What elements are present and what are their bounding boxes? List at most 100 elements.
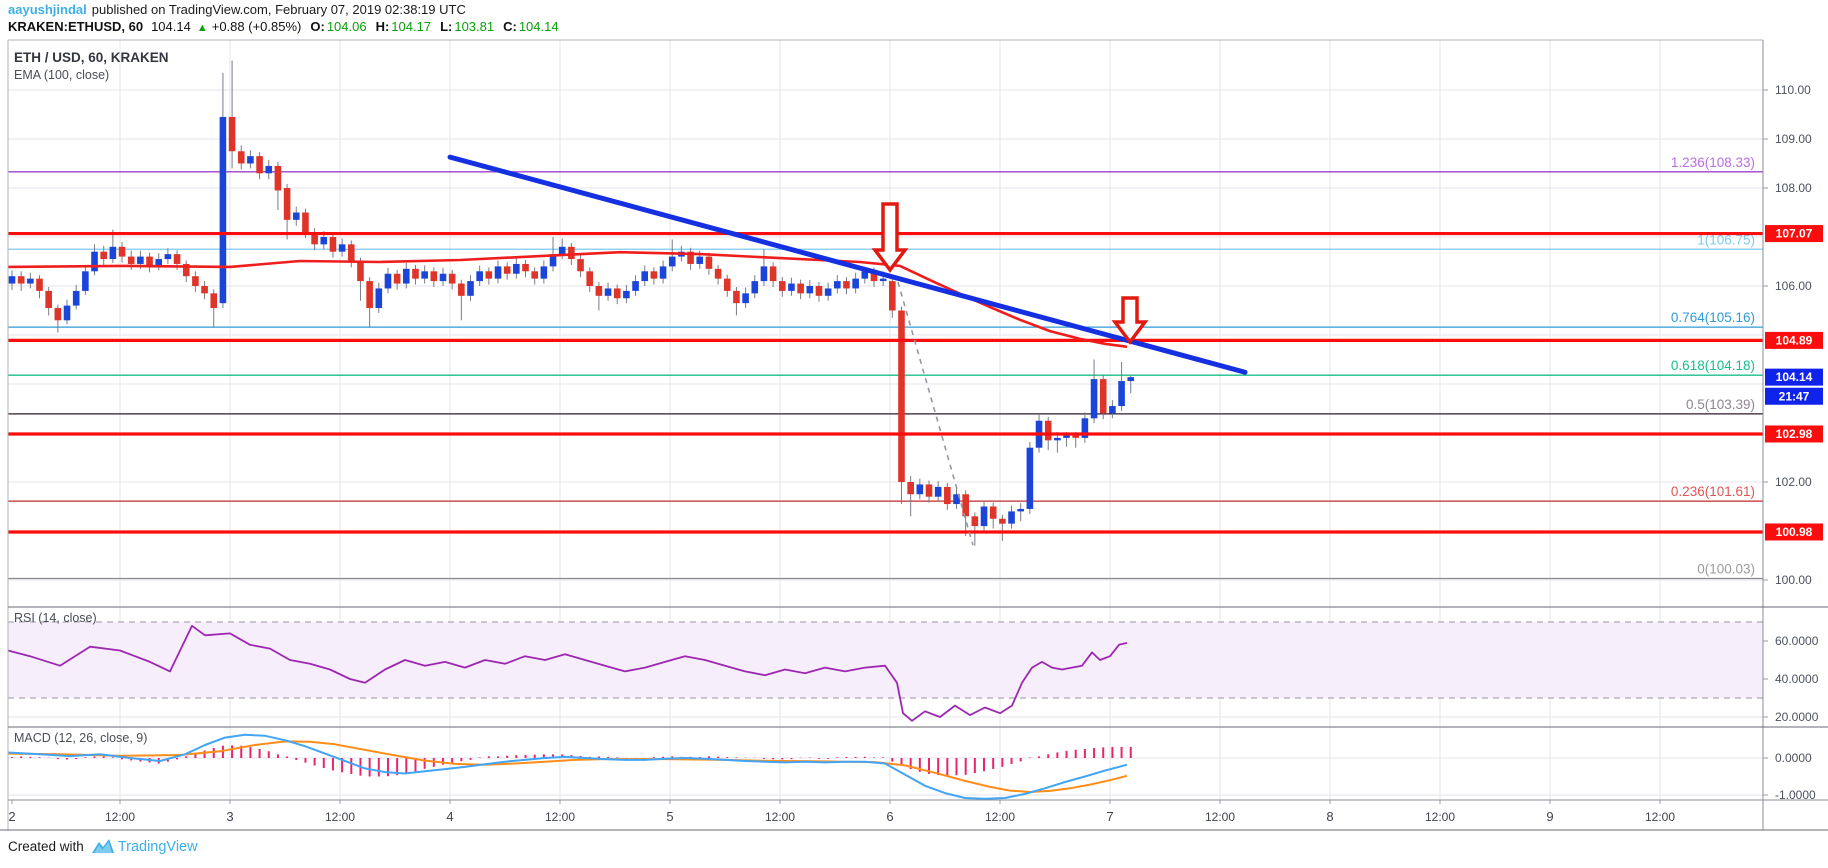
candle	[311, 228, 318, 251]
candle	[962, 490, 969, 536]
candle	[393, 269, 401, 290]
macd-tick-label: -1.0000	[1775, 788, 1816, 802]
tradingview-logo-icon[interactable]	[91, 838, 115, 855]
candle-body-up	[292, 212, 300, 220]
candle	[760, 249, 768, 286]
macd-legend: MACD (12, 26, close, 9)	[14, 731, 147, 745]
candle-body-down	[173, 254, 181, 264]
candle-body-up	[72, 290, 80, 306]
candle	[1090, 359, 1098, 424]
created-with-text: Created with	[8, 839, 84, 854]
candle	[834, 275, 841, 294]
candle	[944, 482, 951, 510]
candle	[8, 270, 16, 290]
candle-body-up	[641, 271, 649, 282]
candle	[531, 267, 538, 285]
bar-countdown-badge	[1765, 387, 1823, 405]
candle	[283, 184, 291, 240]
candle-body-up	[852, 278, 859, 289]
candle-body-down	[448, 273, 456, 284]
open-label: O:	[310, 19, 325, 34]
candle-body-up	[1118, 381, 1125, 407]
candle-body-down	[944, 486, 951, 505]
candle	[916, 478, 924, 500]
tradingview-brand-link[interactable]: TradingView	[117, 838, 198, 855]
high-value: 104.17	[391, 19, 432, 34]
candle-body-down	[430, 271, 438, 282]
candle	[540, 260, 548, 284]
candle-body-up	[247, 156, 254, 164]
candle	[971, 512, 979, 546]
candle	[357, 257, 364, 301]
candle-body-down	[1099, 379, 1107, 414]
candle	[63, 299, 71, 325]
down-arrow-annotation	[871, 202, 909, 273]
candle	[1017, 503, 1024, 522]
candle	[182, 260, 190, 283]
symbol-label[interactable]: KRAKEN:ETHUSD, 60	[8, 19, 144, 34]
ema-legend: EMA (100, close)	[14, 68, 109, 82]
candle	[256, 152, 263, 180]
candle-body-up	[1017, 508, 1024, 512]
candle	[237, 145, 245, 170]
price-level-badge-label: 104.89	[1776, 333, 1813, 347]
candle-body-down	[256, 156, 263, 174]
candle-body-down	[962, 494, 969, 517]
footer: Created with TradingView	[8, 838, 198, 855]
candle	[668, 239, 676, 272]
candle-body-down	[714, 268, 722, 279]
candle-body-up	[109, 246, 117, 260]
candle	[403, 262, 410, 289]
candle	[338, 238, 346, 257]
candle-body-down	[237, 151, 245, 164]
candle-body-down	[100, 251, 107, 260]
price-level-badge	[1765, 331, 1823, 349]
candle-body-up	[696, 256, 704, 264]
candle	[1109, 400, 1116, 419]
candle-body-down	[705, 256, 713, 269]
candle-body-up	[659, 266, 667, 279]
time-label: 9	[1546, 809, 1553, 824]
time-label: 12:00	[1425, 810, 1455, 824]
candle-body-down	[210, 293, 218, 309]
candle	[503, 262, 511, 280]
username-link[interactable]: aayushjindal	[8, 2, 87, 17]
candle-body-down	[971, 516, 979, 527]
candle	[751, 275, 759, 299]
candle-body-down	[1044, 420, 1052, 441]
candle-body-up	[604, 288, 612, 296]
candle-body-down	[54, 308, 62, 321]
candle	[476, 265, 483, 286]
candle-body-down	[889, 281, 896, 311]
candle-body-down	[925, 484, 933, 497]
candle	[100, 245, 107, 267]
price-tick-label: 102.00	[1775, 475, 1812, 489]
candle	[522, 260, 529, 278]
candle-body-up	[1109, 406, 1116, 414]
publish-info-line: aayushjindal published on TradingView.com…	[8, 2, 559, 18]
down-arrow-annotation	[1111, 296, 1149, 345]
time-label: 2	[8, 809, 15, 824]
fib-level-label: 0.764(105.16)	[1671, 310, 1755, 325]
candle-body-up	[476, 271, 483, 282]
candle-body-down	[1072, 435, 1080, 438]
candle	[201, 281, 208, 300]
candle-body-down	[366, 281, 373, 309]
candle-body-up	[219, 116, 227, 304]
candle-body-up	[668, 256, 676, 267]
candle-body-up	[760, 266, 768, 282]
candle-body-up	[834, 281, 841, 289]
candle	[458, 279, 465, 321]
fib-level-label: 0(100.03)	[1697, 562, 1755, 577]
price-tick-label: 108.00	[1775, 181, 1812, 195]
candle-body-up	[751, 281, 759, 294]
candle	[989, 502, 997, 529]
candle-body-up	[27, 278, 34, 284]
fib-level-label: 1.236(108.33)	[1671, 155, 1755, 170]
candle	[549, 237, 557, 272]
candle-body-down	[182, 263, 190, 277]
candle-body-down	[127, 256, 135, 264]
candle	[889, 277, 896, 318]
